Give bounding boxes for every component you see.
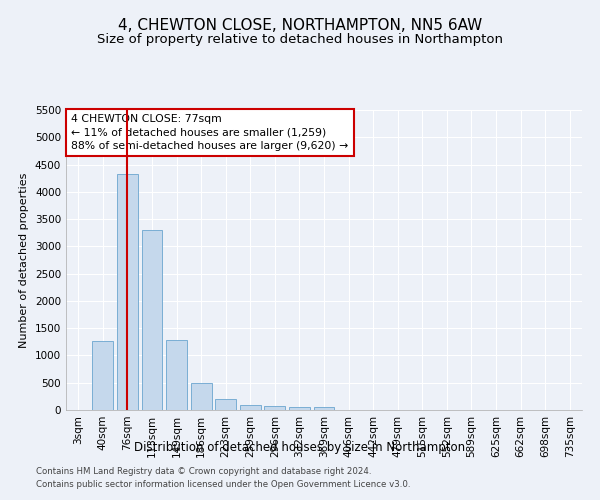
Bar xyxy=(117,174,138,410)
Bar xyxy=(265,406,286,410)
Bar xyxy=(314,407,334,410)
Bar xyxy=(289,407,310,410)
Bar xyxy=(92,342,113,410)
Text: Contains public sector information licensed under the Open Government Licence v3: Contains public sector information licen… xyxy=(36,480,410,489)
Text: Distribution of detached houses by size in Northampton: Distribution of detached houses by size … xyxy=(134,441,466,454)
Text: Size of property relative to detached houses in Northampton: Size of property relative to detached ho… xyxy=(97,32,503,46)
Text: 4, CHEWTON CLOSE, NORTHAMPTON, NN5 6AW: 4, CHEWTON CLOSE, NORTHAMPTON, NN5 6AW xyxy=(118,18,482,32)
Bar xyxy=(142,230,163,410)
Text: 4 CHEWTON CLOSE: 77sqm
← 11% of detached houses are smaller (1,259)
88% of semi-: 4 CHEWTON CLOSE: 77sqm ← 11% of detached… xyxy=(71,114,349,151)
Bar xyxy=(240,406,261,410)
Bar xyxy=(166,340,187,410)
Text: Contains HM Land Registry data © Crown copyright and database right 2024.: Contains HM Land Registry data © Crown c… xyxy=(36,467,371,476)
Y-axis label: Number of detached properties: Number of detached properties xyxy=(19,172,29,348)
Bar xyxy=(215,398,236,410)
Bar xyxy=(191,384,212,410)
